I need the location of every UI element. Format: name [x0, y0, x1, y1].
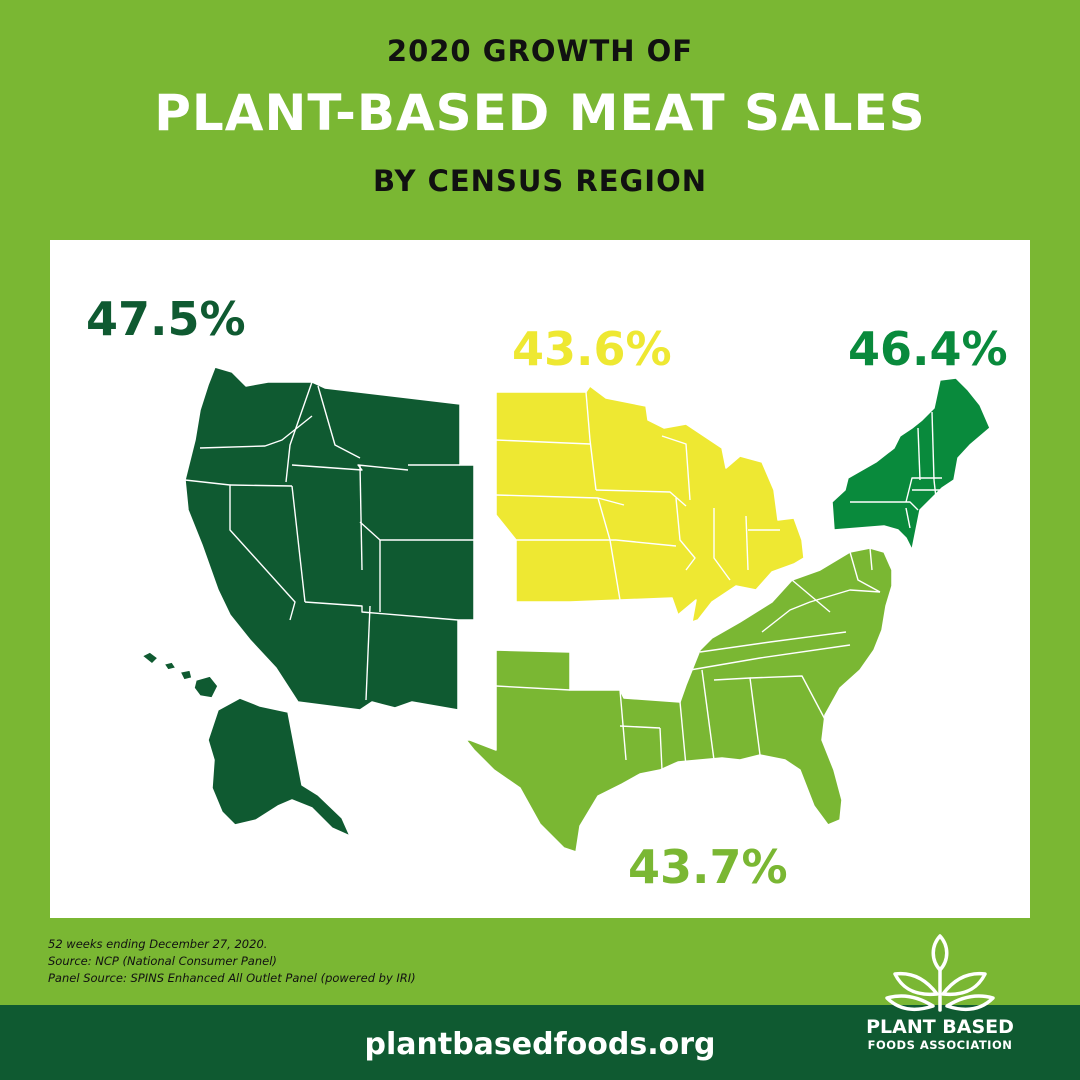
region-northeast [831, 377, 991, 551]
region-west [141, 366, 475, 837]
region-south [443, 547, 893, 853]
region-northeast-value: 46.4% [848, 322, 1008, 376]
region-west-value: 47.5% [86, 292, 246, 346]
website-link[interactable]: plantbasedfoods.org [364, 1027, 716, 1062]
region-west-mainland [184, 366, 475, 711]
region-west-alaska [207, 697, 351, 837]
region-south-value: 43.7% [628, 840, 788, 894]
pbfa-logo: PLANT BASED FOODS ASSOCIATION [845, 932, 1035, 1072]
source-notes: 52 weeks ending December 27, 2020. Sourc… [48, 936, 608, 987]
us-region-map [141, 366, 991, 853]
logo-name: PLANT BASED [866, 1016, 1014, 1038]
title-line-3: BY CENSUS REGION [372, 164, 708, 198]
logo-subtitle: FOODS ASSOCIATION [867, 1038, 1013, 1052]
region-midwest-value: 43.6% [512, 322, 672, 376]
note-panel-source: Panel Source: SPINS Enhanced All Outlet … [48, 971, 416, 985]
region-midwest [495, 385, 805, 623]
note-period: 52 weeks ending December 27, 2020. [48, 937, 268, 951]
title-main: PLANT-BASED MEAT SALES [154, 84, 926, 142]
map-panel: 47.5% 43.6% 46.4% 43.7% [50, 240, 1030, 918]
title-line-1: 2020 GROWTH OF [386, 34, 694, 68]
note-source: Source: NCP (National Consumer Panel) [48, 954, 277, 968]
footer-band: plantbasedfoods.org [0, 1005, 1080, 1080]
region-west-hawaii [141, 651, 219, 699]
leaf-sprout-icon [885, 934, 995, 1012]
